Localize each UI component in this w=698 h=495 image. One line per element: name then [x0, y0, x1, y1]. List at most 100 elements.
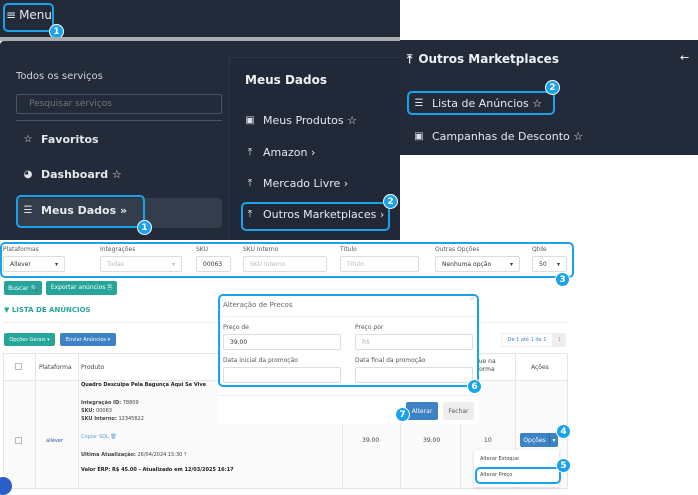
list-title: ▼ LISTA DE ANÚNCIOS [4, 306, 91, 314]
sku-interno-info: SKU Interno: 12345622 [81, 416, 144, 422]
chevron-down-icon: ▾ [509, 260, 513, 268]
label: Título [340, 246, 357, 253]
preco-de-input[interactable]: 39,00 [223, 334, 341, 350]
step-badge: 7 [395, 407, 410, 422]
integracoes-select[interactable]: Todas ▾ [100, 256, 182, 272]
highlight-lista [407, 91, 555, 115]
label: Data final da promoção [355, 357, 426, 364]
modal-title: Alteração de Precos [223, 301, 293, 309]
hamburger-icon: ≡ [6, 8, 17, 22]
chevron-down-icon: ▾ [54, 260, 58, 268]
search-services-input[interactable] [16, 94, 222, 114]
money-icon: ▣ [414, 131, 424, 142]
all-services-label: Todos os serviços [16, 71, 103, 82]
label: Preço de [223, 324, 249, 331]
page-1-button[interactable]: 1 [553, 333, 566, 347]
price-cell: 39.00 [362, 437, 380, 444]
label: SKU [196, 246, 208, 253]
price-cell: 39.00 [423, 437, 441, 444]
filters-highlight [0, 242, 574, 278]
menu-item-meus-dados-bg [17, 198, 222, 228]
col-border [78, 353, 79, 489]
sub-item-meus-produtos[interactable]: ▣ Meus Produtos ☆ [245, 114, 357, 127]
sku-input[interactable]: 00063 [196, 256, 231, 272]
chat-widget-icon[interactable] [0, 477, 12, 495]
titulo-input[interactable]: Título [340, 256, 419, 272]
fechar-button[interactable]: Fechar [443, 402, 474, 420]
label: Outras Opções [435, 246, 480, 253]
data-inicial-input[interactable] [223, 367, 341, 383]
valor-erp: Valor ERP: R$ 45.00 - Atualizado em 12/0… [81, 467, 234, 473]
plataformas-select[interactable]: Allever ▾ [3, 256, 65, 272]
outras-opcoes-select[interactable]: Nenhuma opção ▾ [435, 256, 520, 272]
list-icon: ☰ [414, 98, 424, 109]
step-badge: 5 [556, 458, 571, 473]
opcoes-dropdown-toggle[interactable]: ▾ [549, 433, 558, 447]
highlight-outros [241, 202, 390, 231]
label: Plataformas [3, 246, 39, 253]
highlight-menu [3, 3, 54, 32]
header-acoes: Ações [531, 364, 549, 371]
back-arrow-icon[interactable]: ← [680, 51, 690, 64]
menu-button[interactable]: ≡ Menu [6, 8, 53, 22]
sku-interno-input[interactable]: SKU Interno [243, 256, 327, 272]
section-title: Meus Dados [245, 73, 327, 87]
divider [218, 316, 479, 317]
submenu-item-campanhas[interactable]: ▣ Campanhas de Desconto ☆ [414, 130, 584, 143]
highlight-modal-fields [218, 294, 479, 387]
star-icon: ☆ [23, 134, 33, 145]
alterar-preco-item[interactable]: Alterar Preço [480, 472, 513, 478]
alterar-estoque-item[interactable]: Alterar Estoque [480, 456, 519, 462]
submenu-title: ⤒ Outros Marketplaces [407, 52, 559, 66]
menu-item-favoritos[interactable]: ☆ Favoritos [23, 133, 99, 146]
chevron-down-icon: ▾ [552, 436, 556, 444]
divider [16, 120, 222, 121]
highlight-alterar-preco [475, 467, 561, 484]
menu-item-meus-dados[interactable]: ☰ Meus Dados » [23, 204, 128, 217]
copiar-sql-link[interactable]: Copiar SQL 🗑 [81, 434, 117, 440]
pie-chart-icon: ◕ [23, 169, 33, 180]
alterar-button[interactable]: Alterar [406, 402, 438, 420]
sub-item-outros-marketplaces[interactable]: ⤒ Outros Marketplaces › [244, 208, 384, 221]
upload-icon: ⤒ [247, 178, 253, 189]
data-final-input[interactable] [355, 367, 473, 383]
submenu-panel [400, 40, 698, 155]
top-bar [0, 0, 400, 37]
upload-icon: ⤒ [247, 147, 253, 158]
col-border [515, 353, 516, 489]
preco-por-input[interactable]: R$ [355, 334, 473, 350]
trash-icon[interactable]: 🗑 [110, 434, 117, 440]
label: Integrações [100, 246, 136, 253]
opcoes-button[interactable]: Opções [520, 433, 549, 447]
divider [218, 395, 479, 396]
exportar-button[interactable]: Exportar anúncios 🗎 [46, 281, 117, 295]
pagination-info: De 1 até 1 de 1 [501, 333, 553, 347]
select-all-checkbox[interactable] [15, 363, 22, 370]
sub-item-amazon[interactable]: ⤒ Amazon › [244, 146, 316, 159]
label: SKU Interno [243, 246, 279, 253]
step-badge: 1 [137, 220, 152, 235]
submenu-item-lista[interactable]: ☰ Lista de Anúncios ☆ [414, 97, 543, 110]
gift-icon: ▣ [245, 115, 255, 126]
upload-icon: ⤒ [407, 52, 413, 66]
buscar-button[interactable]: Buscar 🔍 [4, 281, 42, 295]
product-title[interactable]: Quadro Desculpa Pela Bagunça Aqui Se Viv… [81, 382, 207, 388]
qtde-select[interactable]: 50 ▾ [532, 256, 567, 272]
sku-info: SKU: 00063 [81, 408, 112, 414]
integracao-id: Integração ID: 78809 [81, 400, 139, 406]
allever-logo: allever [46, 438, 64, 444]
col-border [35, 353, 36, 489]
divider [0, 37, 400, 41]
sub-item-mercado-livre[interactable]: ⤒ Mercado Livre › [244, 177, 348, 190]
header-produto: Produto [81, 364, 105, 371]
estoque-cell: 10 [484, 437, 492, 444]
menu-item-dashboard[interactable]: ◕ Dashboard ☆ [23, 168, 122, 181]
opcoes-gerais-button[interactable]: Opções Gerais ▾ [4, 333, 55, 346]
meus-dados-panel [229, 57, 400, 240]
label: Preço por [355, 324, 384, 331]
step-badge: 3 [555, 272, 570, 287]
row-checkbox[interactable] [15, 437, 22, 444]
step-badge: 2 [545, 80, 560, 95]
close-icon[interactable]: × [469, 295, 475, 303]
enviar-anuncios-button[interactable]: Enviar Anúncios ▾ [60, 333, 116, 346]
